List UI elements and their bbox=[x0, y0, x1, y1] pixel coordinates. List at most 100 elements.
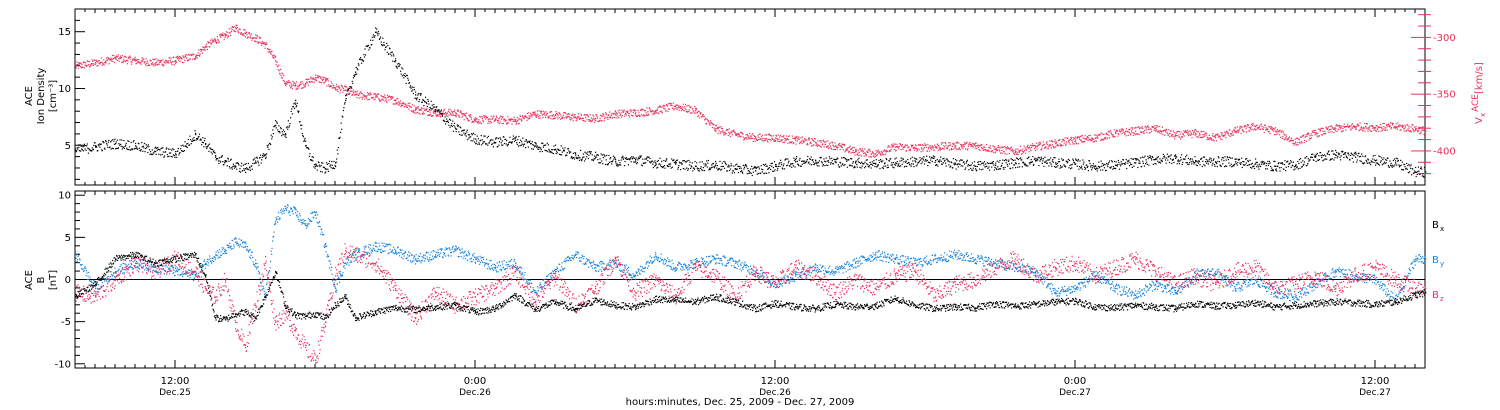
data-point bbox=[207, 144, 209, 146]
data-point bbox=[881, 153, 883, 155]
data-point bbox=[459, 111, 461, 113]
data-point bbox=[338, 85, 340, 87]
data-point bbox=[977, 146, 979, 148]
data-point bbox=[227, 157, 229, 159]
data-point bbox=[1189, 130, 1191, 132]
data-point bbox=[1137, 133, 1139, 135]
data-point bbox=[1150, 128, 1152, 130]
data-point bbox=[335, 89, 337, 91]
data-point bbox=[1135, 162, 1137, 164]
data-point bbox=[295, 103, 297, 105]
data-point bbox=[1182, 133, 1184, 135]
data-point bbox=[1395, 127, 1398, 129]
data-point bbox=[526, 119, 528, 121]
data-point bbox=[1268, 131, 1270, 133]
data-point bbox=[593, 119, 595, 121]
data-point bbox=[680, 169, 682, 171]
data-point bbox=[118, 60, 120, 62]
data-point bbox=[1101, 133, 1103, 135]
data-point bbox=[770, 135, 773, 137]
data-point bbox=[613, 112, 615, 114]
data-point bbox=[665, 110, 667, 112]
data-point bbox=[291, 88, 293, 90]
data-point bbox=[1227, 132, 1229, 134]
data-point bbox=[117, 147, 119, 150]
data-point bbox=[226, 34, 228, 36]
data-point bbox=[466, 131, 468, 133]
data-point bbox=[580, 149, 582, 151]
data-point bbox=[157, 148, 159, 150]
data-point bbox=[622, 111, 624, 113]
y-tick-label: 5 bbox=[65, 141, 71, 152]
data-point bbox=[376, 96, 378, 98]
data-point bbox=[174, 61, 176, 63]
data-point bbox=[396, 66, 398, 68]
data-point bbox=[1212, 133, 1214, 135]
data-point bbox=[816, 145, 818, 147]
data-point bbox=[1276, 131, 1278, 133]
data-point bbox=[83, 61, 85, 63]
data-point bbox=[548, 117, 550, 119]
data-point bbox=[995, 151, 997, 153]
data-point bbox=[573, 158, 576, 160]
data-point bbox=[141, 142, 143, 144]
data-point bbox=[1245, 131, 1248, 133]
data-point bbox=[625, 157, 627, 159]
data-point bbox=[1280, 136, 1282, 138]
data-point bbox=[621, 109, 623, 111]
data-point bbox=[1223, 134, 1225, 136]
data-point bbox=[105, 141, 107, 143]
data-point bbox=[652, 163, 654, 165]
data-point bbox=[1203, 134, 1205, 136]
data-point bbox=[1079, 136, 1081, 138]
data-point bbox=[488, 118, 490, 120]
data-point bbox=[1298, 139, 1300, 141]
data-point bbox=[201, 141, 203, 143]
data-point bbox=[748, 137, 750, 139]
data-point bbox=[662, 167, 664, 169]
data-point bbox=[183, 145, 185, 147]
data-point bbox=[530, 114, 533, 116]
data-point bbox=[617, 164, 619, 166]
data-point bbox=[777, 134, 779, 136]
data-point bbox=[476, 121, 478, 123]
data-point bbox=[457, 125, 459, 128]
data-point bbox=[532, 144, 534, 146]
data-point bbox=[445, 114, 447, 116]
data-point bbox=[453, 125, 455, 127]
data-point bbox=[334, 87, 336, 89]
data-point bbox=[685, 103, 687, 106]
data-point bbox=[259, 157, 261, 159]
data-point bbox=[592, 159, 594, 161]
data-point bbox=[896, 143, 898, 145]
data-point bbox=[621, 156, 623, 158]
data-point bbox=[1260, 123, 1263, 125]
data-point bbox=[1360, 126, 1363, 128]
data-point bbox=[244, 32, 246, 34]
data-point bbox=[142, 60, 144, 62]
data-point bbox=[178, 154, 180, 156]
data-point bbox=[619, 115, 621, 117]
data-point bbox=[261, 159, 263, 161]
data-point bbox=[369, 47, 371, 49]
data-point bbox=[927, 148, 929, 150]
data-point bbox=[187, 142, 189, 145]
data-point bbox=[356, 97, 358, 99]
data-point bbox=[77, 148, 79, 150]
data-point bbox=[901, 145, 903, 147]
data-point bbox=[765, 137, 767, 139]
data-point bbox=[553, 115, 555, 117]
data-point bbox=[183, 150, 186, 152]
data-point bbox=[320, 76, 322, 78]
data-point bbox=[540, 111, 543, 113]
data-point bbox=[897, 146, 899, 148]
data-point bbox=[128, 57, 130, 59]
data-point bbox=[786, 138, 788, 141]
data-point bbox=[680, 162, 682, 164]
data-point bbox=[1169, 132, 1171, 135]
data-point bbox=[340, 84, 343, 86]
data-point bbox=[955, 142, 957, 144]
data-point bbox=[778, 138, 780, 140]
data-point bbox=[465, 132, 467, 134]
